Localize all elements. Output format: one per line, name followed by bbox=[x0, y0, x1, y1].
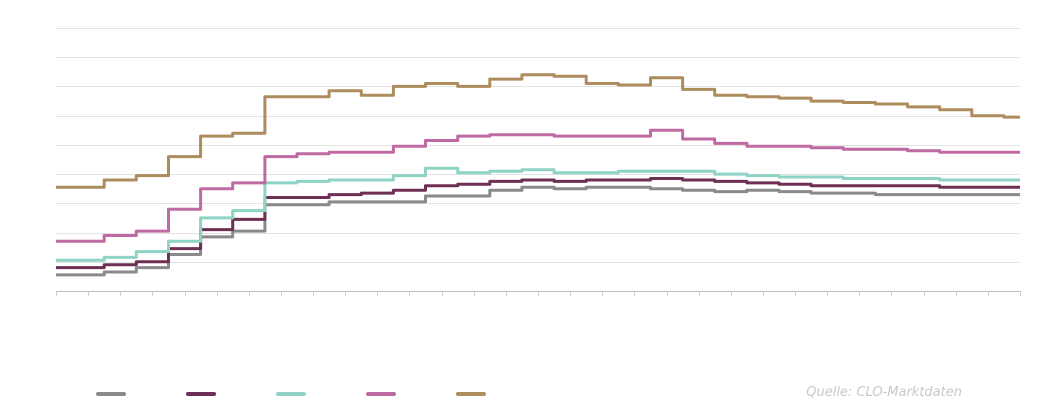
series-line-3 bbox=[56, 166, 1020, 262]
gridlines bbox=[56, 28, 1020, 292]
series-lines bbox=[56, 73, 1020, 277]
legend-swatch bbox=[456, 392, 486, 396]
legend-swatch bbox=[366, 392, 396, 396]
series-line-2 bbox=[56, 177, 1020, 270]
source-note: Quelle: CLO-Marktdaten bbox=[806, 385, 962, 400]
legend-swatch bbox=[276, 392, 306, 396]
x-axis-ticks bbox=[56, 291, 1021, 296]
legend-swatch bbox=[186, 392, 216, 396]
series-line-5 bbox=[56, 73, 1020, 189]
series-line-1 bbox=[56, 185, 1020, 277]
legend-swatch bbox=[96, 392, 126, 396]
series-line-4 bbox=[56, 128, 1020, 243]
